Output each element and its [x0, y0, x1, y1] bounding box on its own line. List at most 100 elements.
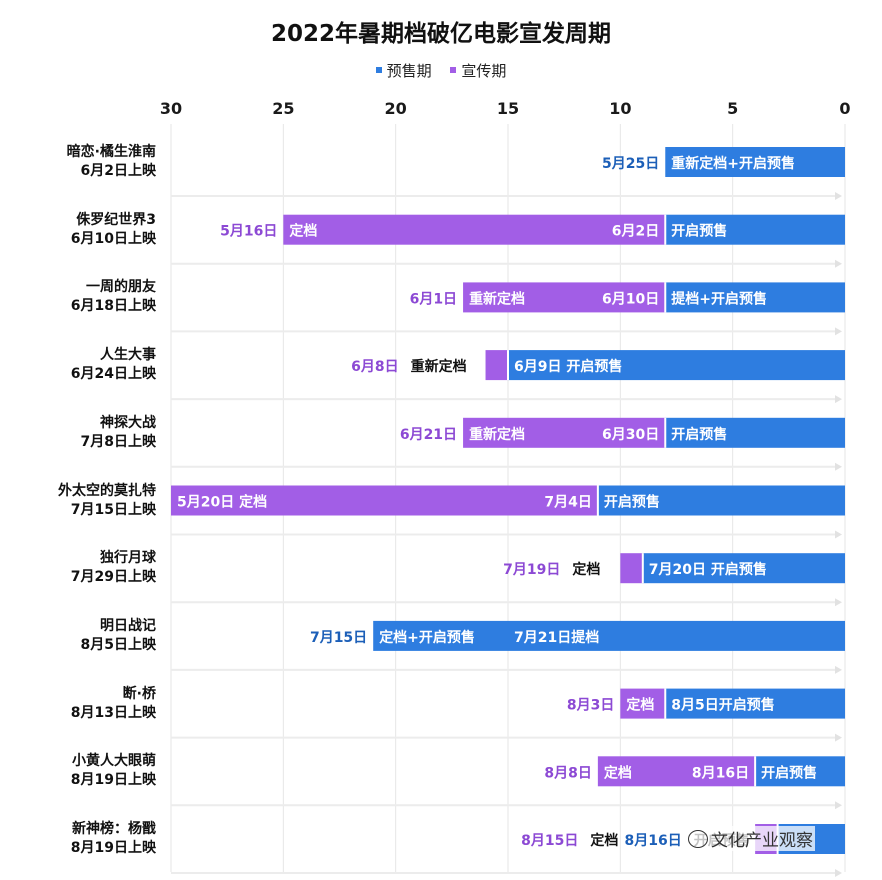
- bar-annotation: 定档: [289, 223, 317, 240]
- bar-promo: [620, 688, 666, 719]
- row-arrow-icon: [835, 733, 842, 742]
- legend-label-presale: 预售期: [386, 62, 432, 80]
- bar-annotation: 开启预售: [761, 764, 817, 781]
- row-arrow-icon: [835, 462, 842, 471]
- bar-annotation: 6月10日: [602, 291, 659, 307]
- bar-annotation: 8月8日: [544, 765, 591, 781]
- movie-label: 外太空的莫扎特 7月15日上映: [58, 482, 156, 520]
- bar-presale: [665, 214, 845, 245]
- bar-annotation: 6月21日: [400, 427, 457, 443]
- x-tick-label: 0: [839, 99, 850, 118]
- legend-item-presale: 预售期: [375, 60, 432, 81]
- bar-annotation: 提档+开启预售: [671, 290, 767, 307]
- watermark-text: 文化产业观察: [711, 831, 813, 851]
- bar-annotation: 6月30日: [602, 427, 659, 443]
- legend-label-promo: 宣传期: [461, 62, 507, 80]
- movie-release-date: 6月24日上映: [70, 366, 156, 383]
- bar-annotation: 6月1日: [410, 291, 457, 307]
- chart-title: 2022年暑期档破亿电影宣发周期: [270, 21, 611, 47]
- bar-annotation: 5月16日: [220, 224, 277, 240]
- bar-annotation: 开启预售: [671, 426, 727, 443]
- bar-promo: [283, 214, 666, 245]
- bar-presale: [508, 350, 845, 381]
- legend-swatch-presale: [375, 66, 382, 73]
- bar-presale: [665, 417, 845, 448]
- bar-annotation: 定档: [572, 561, 600, 578]
- x-tick-label: 30: [160, 99, 182, 118]
- bar-annotation: 定档: [590, 832, 618, 849]
- bar-annotation: 重新定档+开启预售: [671, 155, 795, 172]
- bar-promo: [597, 756, 756, 787]
- movie-label: 新神榜：杨戬 8月19日上映: [71, 820, 156, 858]
- movie-name: 小黄人大眼萌: [72, 753, 156, 770]
- movie-label: 独行月球 7月29日上映: [71, 549, 156, 587]
- bar-annotation: 6月9日 开启预售: [514, 358, 622, 375]
- bar-annotation: 定档+开启预售: [379, 629, 475, 646]
- movie-release-date: 7月29日上映: [70, 569, 156, 586]
- movie-release-date: 6月18日上映: [70, 298, 156, 315]
- bar-annotation: 重新定档: [411, 358, 467, 375]
- movie-label: 断·桥 8月13日上映: [71, 685, 156, 723]
- movie-label: 侏罗纪世界3 6月10日上映: [71, 211, 156, 249]
- bar-annotation: 6月8日: [351, 359, 398, 375]
- movie-release-date: 6月10日上映: [70, 230, 156, 247]
- bar-annotation: 8月3日: [567, 698, 614, 714]
- movie-label: 暗恋·橘生淮南 6月2日上映: [67, 143, 156, 181]
- bar-annotation: 5月25日: [602, 156, 659, 172]
- bar-annotation: 7月21日提档: [514, 629, 599, 646]
- legend-swatch-promo: [450, 66, 457, 73]
- movie-name: 神探大战: [100, 414, 156, 431]
- movie-name: 侏罗纪世界3: [76, 211, 156, 228]
- movie-release-date: 7月8日上映: [80, 433, 156, 450]
- bar-presale: [665, 688, 845, 719]
- bar-annotation: 重新定档: [469, 290, 525, 307]
- bar-presale: [665, 147, 845, 177]
- bar-promo: [620, 553, 643, 584]
- movie-name: 暗恋·橘生淮南: [66, 144, 156, 160]
- row-arrow-icon: [835, 395, 842, 404]
- movie-name: 一周的朋友: [86, 279, 156, 296]
- movie-name: 断·桥: [122, 685, 156, 702]
- x-tick-label: 25: [272, 99, 294, 118]
- legend-item-promo: 宣传期: [450, 60, 506, 81]
- bar-presale: [642, 553, 845, 584]
- movie-release-date: 7月15日上映: [70, 501, 156, 518]
- x-tick-label: 15: [497, 99, 519, 118]
- movie-name: 新神榜：杨戬: [72, 821, 156, 837]
- x-tick-label: 20: [385, 99, 407, 118]
- bar-annotation: 定档: [604, 764, 632, 781]
- bar-annotation: 8月16日: [692, 765, 749, 781]
- movie-release-date: 8月5日上映: [80, 636, 156, 653]
- row-arrow-icon: [835, 259, 842, 268]
- bar-presale: [373, 620, 845, 651]
- bar-annotation: 7月20日 开启预售: [649, 561, 767, 578]
- movie-name: 明日战记: [100, 617, 156, 634]
- row-arrow-icon: [835, 192, 842, 200]
- bar-annotation: 7月15日: [310, 630, 367, 646]
- movie-label: 一周的朋友 6月18日上映: [71, 278, 156, 316]
- bar-promo: [463, 417, 666, 448]
- legend: 预售期 宣传期: [0, 60, 882, 81]
- movie-release-date: 6月2日上映: [80, 163, 156, 179]
- wechat-icon: [688, 830, 708, 848]
- movie-name: 外太空的莫扎特: [58, 482, 156, 499]
- x-tick-label: 5: [727, 99, 738, 118]
- bar-annotation: 8月16日: [624, 833, 681, 849]
- bar-promo: [463, 282, 666, 313]
- movie-name: 独行月球: [100, 550, 156, 567]
- bar-presale: [665, 282, 845, 313]
- bar-annotation: 重新定档: [469, 426, 525, 443]
- movie-release-date: 8月13日上映: [70, 704, 156, 721]
- watermark: 文化产业观察: [686, 826, 815, 851]
- bar-annotation: 5月20日 定档: [177, 494, 267, 511]
- row-arrow-icon: [835, 530, 842, 539]
- movie-release-date: 8月19日上映: [70, 772, 156, 789]
- bar-promo: [171, 485, 598, 516]
- bar-annotation: 7月4日: [544, 495, 591, 511]
- bar-annotation: 7月19日: [503, 562, 560, 578]
- bar-presale: [755, 756, 845, 787]
- row-arrow-icon: [835, 869, 842, 877]
- row-arrow-icon: [835, 665, 842, 674]
- movie-label: 明日战记 8月5日上映: [81, 617, 156, 655]
